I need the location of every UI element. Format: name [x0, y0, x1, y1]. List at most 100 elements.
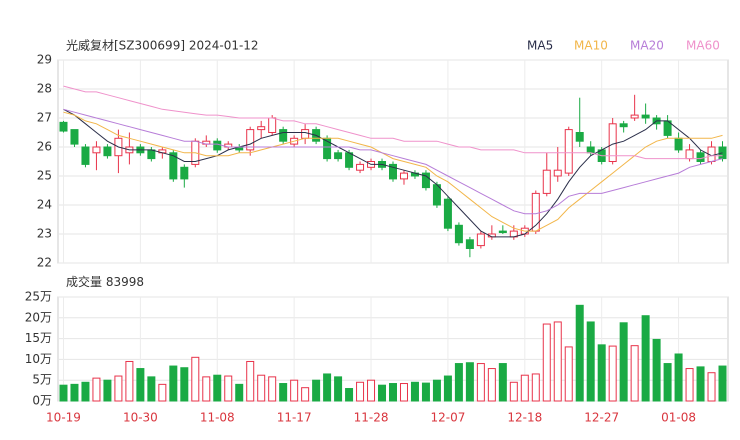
legend-entry: MA20	[630, 39, 664, 53]
candle-body	[169, 152, 178, 180]
candle-body	[345, 152, 354, 168]
x-tick-label: 11-17	[277, 411, 312, 425]
volume-bar	[553, 321, 562, 402]
candle-body	[399, 172, 408, 180]
volume-bar	[92, 377, 101, 402]
candle-body	[630, 114, 639, 119]
volume-bar	[147, 376, 156, 402]
y-tick-label: 27	[37, 111, 52, 125]
candle-body	[586, 146, 595, 154]
ma-line	[63, 85, 723, 160]
x-tick-label: 01-08	[661, 411, 696, 425]
volume-bar	[257, 374, 266, 402]
volume-bar	[290, 379, 299, 402]
x-tick-label: 11-08	[200, 411, 235, 425]
volume-bar	[509, 381, 518, 402]
candle-body	[81, 146, 90, 165]
x-tick-label: 12-07	[430, 411, 465, 425]
x-tick-label: 12-27	[584, 411, 619, 425]
volume-bar	[652, 338, 661, 402]
volume-bar	[235, 383, 244, 402]
volume-bar	[608, 345, 617, 402]
y-tick-label: 24	[37, 198, 52, 212]
volume-bar	[268, 376, 277, 402]
candle-body	[213, 140, 222, 151]
x-tick-label: 10-19	[46, 411, 81, 425]
v-tick-label: 25万	[25, 290, 52, 304]
candle-body	[70, 129, 79, 145]
volume-bar	[81, 381, 90, 402]
v-tick-label: 0万	[32, 394, 52, 408]
volume-bar	[641, 315, 650, 402]
volume-bar	[564, 346, 573, 402]
volume-bar	[103, 379, 112, 402]
volume-bar	[432, 379, 441, 402]
volume-bar	[663, 363, 672, 402]
y-tick-label: 29	[37, 53, 52, 67]
volume-bar	[378, 384, 387, 402]
volume-bar	[59, 384, 68, 402]
y-tick-label: 23	[37, 227, 52, 241]
volume-bar	[323, 373, 332, 402]
candle-body	[334, 152, 343, 160]
candle-body	[257, 126, 266, 131]
volume-bar	[312, 379, 321, 402]
volume-bar	[158, 383, 167, 402]
ma-line	[63, 108, 723, 238]
volume-bar	[454, 363, 463, 402]
candle-body	[718, 146, 727, 160]
volume-bar	[136, 368, 145, 402]
volume-bar	[421, 382, 430, 402]
candle-body	[454, 224, 463, 244]
volume-bar	[718, 365, 727, 402]
chart-title: 光威复材[SZ300699] 2024-01-12	[66, 39, 259, 53]
volume-bar	[389, 383, 397, 402]
legend-entry: MA10	[574, 39, 608, 53]
volume-bar	[531, 373, 540, 402]
candle-body	[180, 166, 189, 180]
volume-bar	[345, 388, 354, 402]
volume-bar	[70, 383, 79, 402]
volume-bar	[301, 387, 310, 402]
volume-bar	[334, 376, 343, 402]
volume-bar	[246, 360, 255, 402]
candle-body	[59, 121, 68, 132]
candle-body	[564, 129, 573, 174]
y-tick-label: 26	[37, 140, 52, 154]
v-tick-label: 15万	[25, 331, 52, 345]
volume-bar	[487, 368, 496, 402]
volume-bar	[114, 375, 123, 402]
volume-bar	[169, 365, 178, 402]
x-tick-label: 11-28	[354, 411, 389, 425]
volume-bar	[630, 345, 639, 402]
candle-body	[608, 123, 617, 163]
volume-label: 成交量	[66, 274, 102, 289]
volume-bar	[575, 304, 584, 402]
volume-bar	[619, 322, 628, 402]
candle-body	[389, 163, 397, 180]
ma-line	[63, 108, 723, 215]
x-tick-label: 12-18	[507, 411, 542, 425]
candle-body	[476, 233, 485, 247]
volume-last: 83998	[106, 275, 144, 289]
legend-entry: MA5	[527, 39, 553, 53]
candle-body	[421, 172, 430, 189]
y-tick-label: 25	[37, 169, 52, 183]
candle-body	[246, 129, 255, 151]
volume-bar	[685, 368, 694, 402]
volume-bar	[410, 381, 419, 402]
volume-bar	[696, 366, 705, 402]
candle-body	[575, 132, 584, 142]
volume-bar	[356, 381, 365, 402]
volume-bar	[202, 376, 211, 402]
candle-body	[356, 163, 365, 171]
volume-bar	[399, 383, 408, 402]
volume-bar	[191, 356, 200, 402]
volume-bar	[180, 367, 189, 402]
volume-bar	[367, 379, 376, 402]
candle-body	[542, 169, 551, 194]
candle-body	[498, 230, 507, 234]
volume-bar	[125, 360, 134, 402]
volume-bar	[520, 374, 529, 402]
